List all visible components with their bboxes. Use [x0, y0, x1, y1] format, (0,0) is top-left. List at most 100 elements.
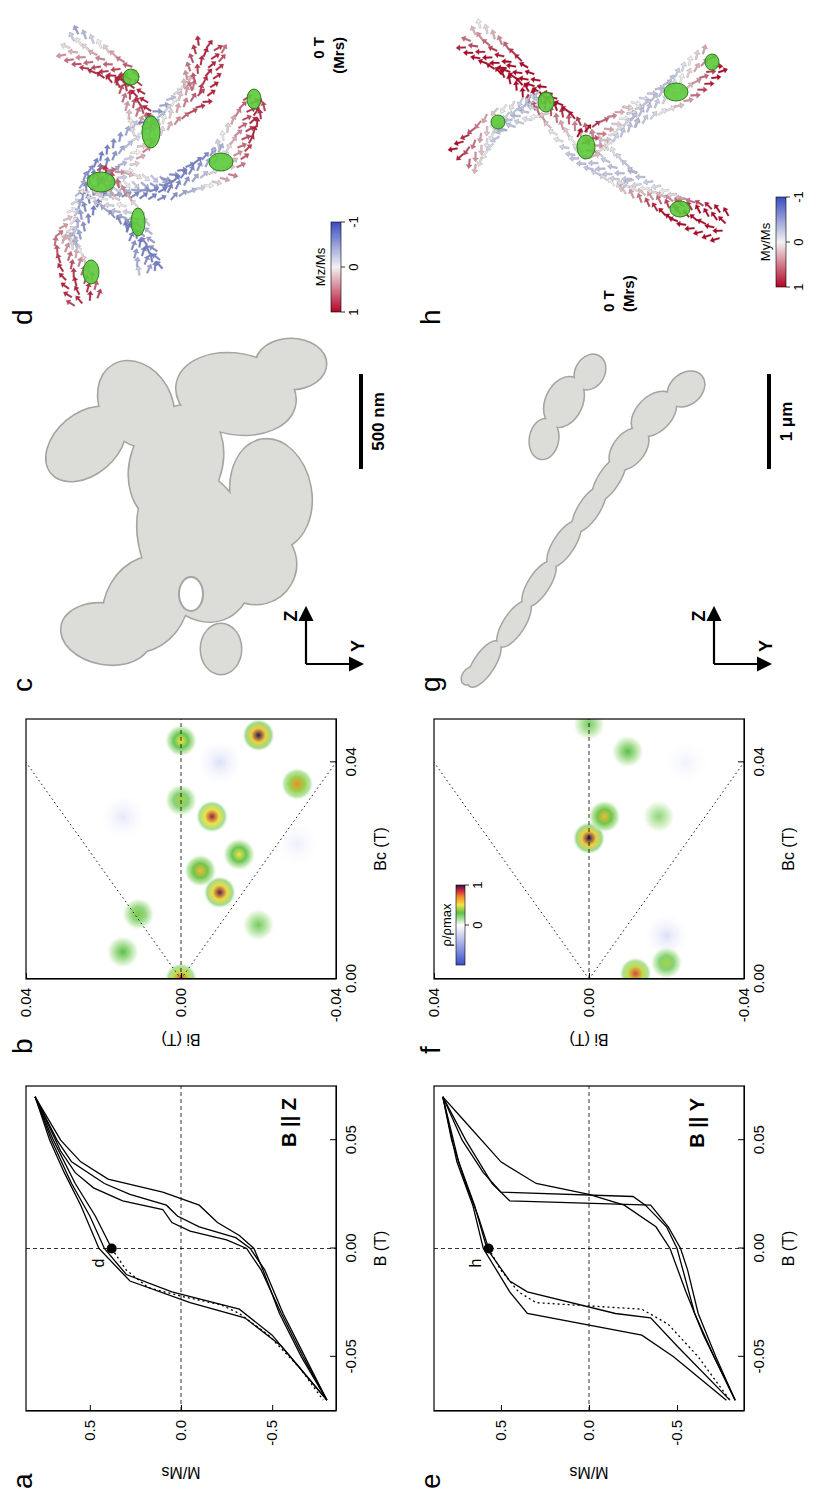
axis-line [336, 719, 337, 979]
tick: 0.0 [172, 1405, 189, 1441]
magnetization-arrow [194, 35, 201, 46]
hysteresis-curve [489, 1249, 730, 1401]
magnetization-arrow [95, 288, 104, 299]
tick-mark [330, 1248, 336, 1249]
colorbar-tick-label: 1 [791, 283, 806, 290]
x-axis: -0.050.000.05 [738, 1086, 767, 1411]
reference-line [589, 762, 744, 979]
magnetization-arrow [197, 83, 205, 94]
x-axis: 0.000.04 [330, 719, 359, 994]
colorbar-tick-label: -1 [791, 191, 806, 203]
magnetization-arrow [116, 131, 124, 142]
magnetization-arrow [590, 119, 602, 130]
magnetization-arrow [63, 56, 74, 63]
magnetization-arrow [536, 83, 547, 90]
tick-label: -0.5 [668, 1420, 685, 1446]
axis-title: M/Ms [569, 1464, 608, 1481]
hysteresis-curve [443, 1097, 735, 1400]
vortex-core [123, 69, 139, 85]
panel-b: 0.000.04-0.040.000.04Bc (T)Bi (T)b [7, 719, 389, 1055]
zero-line [589, 719, 590, 979]
tick: 0.04 [17, 973, 34, 1017]
magnetization-arrow [652, 98, 661, 110]
magnetization-arrow [71, 24, 81, 36]
plot-frame [26, 719, 336, 979]
particle [459, 349, 711, 691]
tick-label: 0.5 [81, 1420, 98, 1441]
magnetization-arrow [190, 172, 201, 184]
magnetization-arrow [77, 209, 84, 220]
axis-title: Bi (T) [161, 1031, 200, 1048]
magnetization-arrow [190, 72, 198, 83]
tick-mark [272, 1405, 273, 1411]
panel-d: 10-1Mz/Ms0 T(Mrs)d [7, 24, 361, 325]
tick: -0.05 [330, 1339, 359, 1373]
magnetization-arrow [239, 151, 251, 162]
axis-title: Bc (T) [372, 827, 389, 871]
colorbar-tick-label: 1 [346, 308, 361, 315]
tick-mark [330, 1356, 336, 1357]
magnetization-arrow [656, 206, 667, 217]
tick-mark [330, 1139, 336, 1140]
magnetization-arrow [138, 95, 150, 105]
tick-mark [336, 973, 337, 979]
magnetization-arrow [635, 174, 645, 180]
reference-line [434, 762, 589, 979]
panel-f: 0.000.04-0.040.000.04Bc (T)Bi (T)f01ρ/ρm… [415, 708, 797, 1054]
magnetization-arrow [67, 31, 77, 43]
magnetization-arrow [71, 276, 79, 287]
magnetization-arrow [679, 61, 687, 72]
hysteresis-curve [35, 1097, 327, 1400]
magnetization-arrow [597, 131, 607, 137]
tick-mark [744, 973, 745, 979]
magnetization-arrow [128, 126, 137, 138]
density-peak [198, 740, 242, 784]
magnetization-arrow [184, 61, 193, 72]
plot-frame [26, 1086, 336, 1411]
magnetization-arrow [478, 145, 484, 155]
magnetization-arrow [512, 69, 523, 76]
magnetization-arrow [453, 139, 464, 147]
magnetization-arrow [553, 113, 560, 124]
magnetization-arrow [482, 23, 490, 34]
vortex-core [83, 260, 99, 284]
magnetization-arrow [483, 138, 490, 149]
magnetization-arrow [201, 46, 210, 58]
magnetization-arrow [686, 55, 694, 66]
axis-line [744, 1086, 745, 1411]
axis-arrow [713, 609, 715, 664]
hysteresis-curve [35, 1097, 327, 1400]
tick-mark [677, 1405, 678, 1411]
particle-lobe [569, 349, 611, 394]
density-peak [664, 740, 708, 784]
magnetization-arrow [607, 112, 618, 120]
magnetization-arrow [135, 86, 147, 96]
magnetization-arrow [513, 118, 524, 126]
tick-label: 0.05 [342, 1125, 359, 1154]
magnetization-arrow [75, 54, 85, 60]
magnetization-arrow [648, 109, 659, 121]
magnetization-arrow [219, 43, 229, 55]
tick-mark [501, 1405, 502, 1411]
magnetization-arrow [615, 109, 625, 115]
magnetization-arrow [674, 194, 685, 201]
x-axis: 0.000.04 [738, 719, 767, 994]
magnetization-arrow [607, 163, 618, 171]
magnetization-arrow [209, 79, 221, 89]
plot-frame [434, 719, 744, 979]
hysteresis-curve [443, 1097, 735, 1400]
magnetization-arrow [257, 109, 264, 120]
magnetization-arrow [717, 66, 728, 75]
panel-label: g [415, 676, 446, 692]
tick-mark [589, 973, 590, 979]
magnetization-arrow [572, 121, 578, 131]
magnetization-arrow [174, 102, 182, 113]
state-point [484, 1244, 494, 1254]
magnetization-arrow [466, 158, 473, 169]
axis-title: M/Ms [161, 1464, 200, 1481]
panel-label: d [7, 309, 38, 325]
magnetization-arrow [600, 156, 612, 165]
tick-label: 0.00 [342, 1233, 359, 1262]
magnetization-arrow [211, 179, 222, 187]
vortex-core [538, 92, 554, 112]
